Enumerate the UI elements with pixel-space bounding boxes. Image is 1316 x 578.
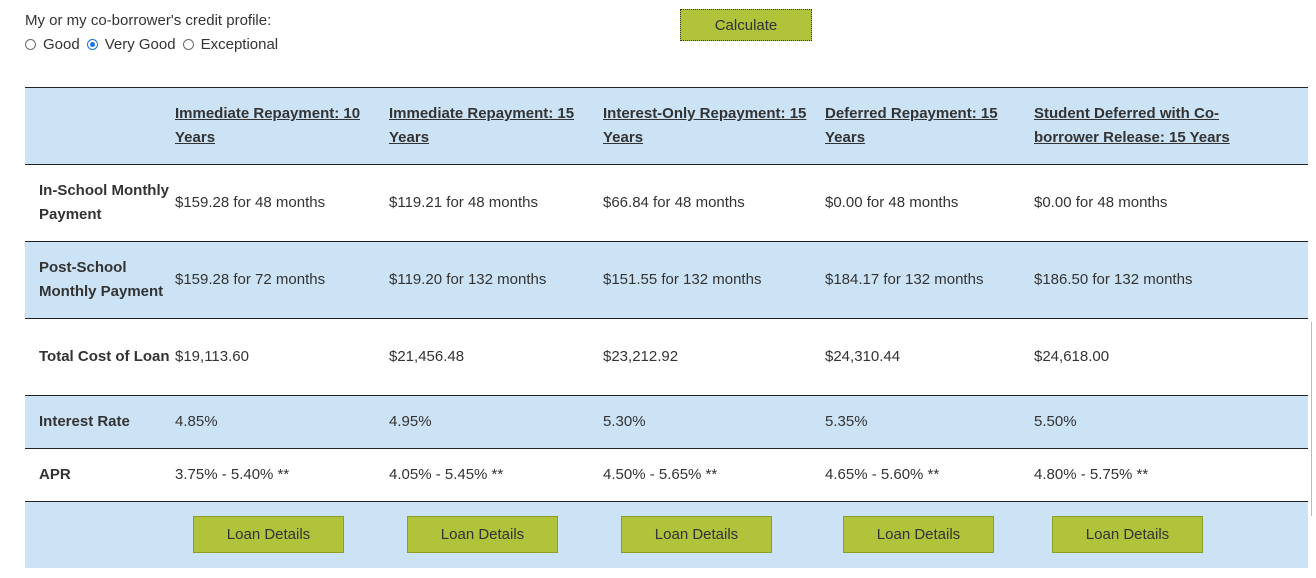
plan-link-deferred-15[interactable]: Deferred Repayment: 15 Years (825, 105, 998, 146)
plan-header-cell: Deferred Repayment: 15 Years (825, 88, 1034, 165)
table-row-total-cost: Total Cost of Loan $19,113.60 $21,456.48… (25, 318, 1308, 396)
radio-exceptional-label[interactable]: Exceptional (200, 36, 279, 53)
table-cell: 4.65% - 5.60% ** (825, 466, 940, 483)
plan-link-immediate-10[interactable]: Immediate Repayment: 10 Years (175, 105, 361, 146)
loan-comparison-table: Immediate Repayment: 10 Years Immediate … (25, 87, 1308, 568)
actions-cell: Loan Details (389, 502, 603, 568)
table-cell: $21,456.48 (389, 348, 465, 365)
loan-details-button[interactable]: Loan Details (843, 516, 994, 554)
scrollbar-edge[interactable] (1311, 322, 1312, 516)
table-cell: 3.75% - 5.40% ** (175, 466, 290, 483)
radio-good-circle[interactable] (25, 39, 36, 50)
table-cell: 4.95% (389, 413, 432, 430)
plan-link-immediate-15[interactable]: Immediate Repayment: 15 Years (389, 105, 575, 146)
table-cell: $159.28 for 72 months (175, 271, 326, 288)
radio-exceptional[interactable]: Exceptional (182, 36, 279, 53)
plan-header-cell: Student Deferred with Co-borrower Releas… (1034, 88, 1308, 165)
actions-empty-cell (25, 502, 175, 568)
table-cell: $159.28 for 48 months (175, 194, 326, 211)
table-cell: $0.00 for 48 months (1034, 194, 1168, 211)
row-label: Total Cost of Loan (39, 348, 170, 365)
loan-details-button[interactable]: Loan Details (621, 516, 772, 554)
table-row-interest-rate: Interest Rate 4.85% 4.95% 5.30% 5.35% 5.… (25, 395, 1308, 449)
table-cell: $23,212.92 (603, 348, 679, 365)
table-cell: $19,113.60 (175, 348, 249, 365)
radio-good[interactable]: Good (25, 36, 80, 53)
table-cell: $184.17 for 132 months (825, 271, 984, 288)
row-label: APR (39, 466, 71, 483)
table-cell: 4.85% (175, 413, 218, 430)
table-cell: $186.50 for 132 months (1034, 271, 1193, 288)
credit-profile-radio-group: Good Very Good Exceptional (25, 36, 285, 53)
table-cell: $151.55 for 132 months (603, 271, 762, 288)
actions-cell: Loan Details (175, 502, 389, 568)
plan-header-cell: Interest-Only Repayment: 15 Years (603, 88, 825, 165)
actions-cell: Loan Details (603, 502, 825, 568)
plan-link-interest-only-15[interactable]: Interest-Only Repayment: 15 Years (603, 105, 807, 146)
table-row-apr: APR 3.75% - 5.40% ** 4.05% - 5.45% ** 4.… (25, 448, 1308, 502)
plan-link-student-deferred-15[interactable]: Student Deferred with Co-borrower Releas… (1034, 105, 1230, 146)
table-cell: $24,618.00 (1034, 348, 1110, 365)
table-cell: 4.50% - 5.65% ** (603, 466, 718, 483)
radio-very-good-circle[interactable] (86, 39, 98, 50)
table-cell: $119.21 for 48 months (389, 194, 538, 211)
loan-details-button[interactable]: Loan Details (407, 516, 558, 554)
radio-good-label[interactable]: Good (43, 36, 80, 53)
actions-cell: Loan Details (1034, 502, 1308, 568)
table-cell: $0.00 for 48 months (825, 194, 959, 211)
table-cell: 5.50% (1034, 413, 1077, 430)
plan-header-cell: Immediate Repayment: 15 Years (389, 88, 603, 165)
table-row-actions: Loan Details Loan Details Loan Details L… (25, 501, 1308, 568)
table-cell: 5.30% (603, 413, 646, 430)
table-cell: 5.35% (825, 413, 868, 430)
radio-very-good[interactable]: Very Good (86, 36, 176, 53)
table-cell: $119.20 for 132 months (389, 271, 547, 288)
actions-cell: Loan Details (825, 502, 1034, 568)
row-label: In-School Monthly Payment (39, 182, 169, 223)
row-label: Interest Rate (39, 413, 130, 430)
loan-details-button[interactable]: Loan Details (193, 516, 344, 554)
credit-profile-label: My or my co-borrower's credit profile: (25, 12, 272, 29)
header-empty-cell (25, 88, 175, 165)
radio-very-good-label[interactable]: Very Good (104, 36, 176, 53)
calculate-button[interactable]: Calculate (680, 9, 812, 41)
table-cell: $66.84 for 48 months (603, 194, 745, 211)
table-row-post-school-payment: Post-School Monthly Payment $159.28 for … (25, 241, 1308, 319)
table-cell: 4.05% - 5.45% ** (389, 466, 504, 483)
table-header-row: Immediate Repayment: 10 Years Immediate … (25, 87, 1308, 165)
loan-details-button[interactable]: Loan Details (1052, 516, 1203, 554)
row-label: Post-School Monthly Payment (39, 259, 164, 300)
plan-header-cell: Immediate Repayment: 10 Years (175, 88, 389, 165)
radio-exceptional-circle[interactable] (182, 39, 194, 50)
table-cell: 4.80% - 5.75% ** (1034, 466, 1149, 483)
table-row-in-school-payment: In-School Monthly Payment $159.28 for 48… (25, 164, 1308, 242)
table-cell: $24,310.44 (825, 348, 901, 365)
